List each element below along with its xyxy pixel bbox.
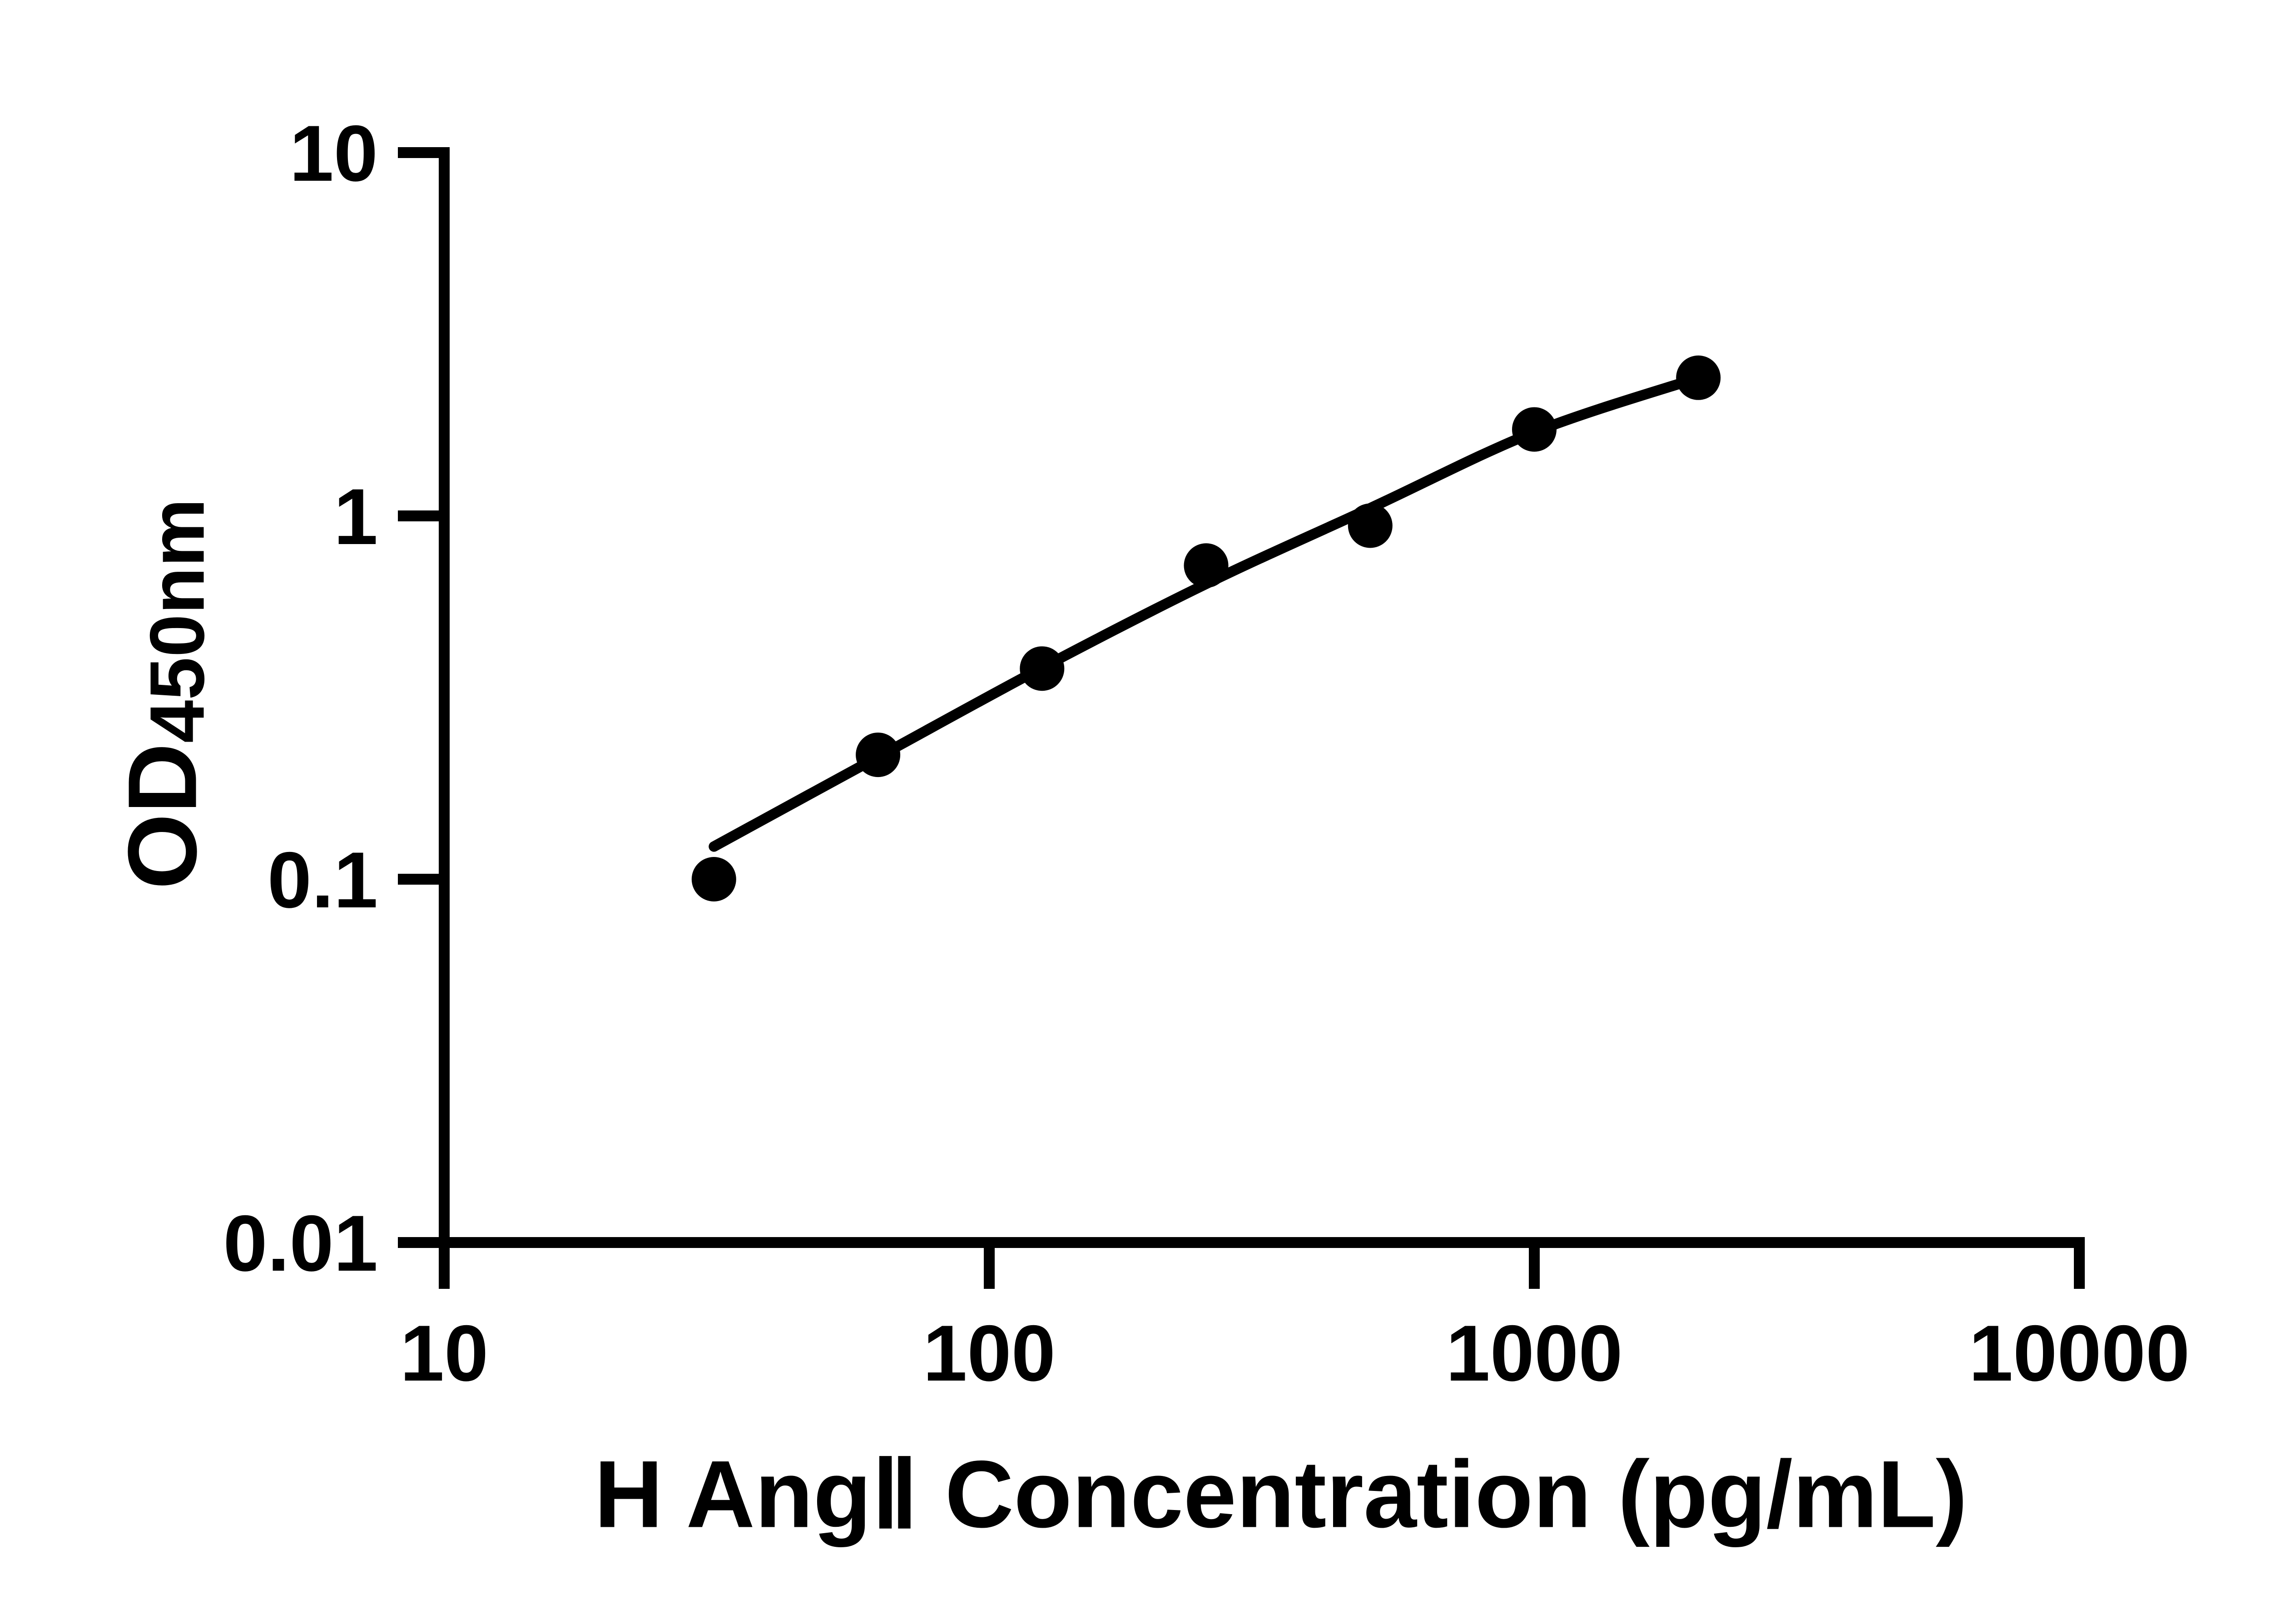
x-tick-label: 10000 bbox=[1969, 1309, 2190, 1398]
data-point bbox=[691, 857, 736, 901]
x-tick-label: 100 bbox=[923, 1309, 1056, 1398]
fit-curve bbox=[709, 372, 1704, 852]
y-axis-title-subscript: 450nm bbox=[134, 498, 221, 743]
x-tick-label: 1000 bbox=[1446, 1309, 1622, 1398]
data-point bbox=[1348, 503, 1393, 548]
x-axis-title: H AngⅡ Concentration (pg/mL) bbox=[594, 1441, 1968, 1548]
y-axis-title: OD450nm bbox=[108, 498, 221, 889]
y-tick-label: 0.01 bbox=[223, 1199, 378, 1288]
y-axis-title-main: OD bbox=[107, 743, 217, 890]
x-tick-label: 10 bbox=[400, 1309, 489, 1398]
y-tick-label: 10 bbox=[289, 109, 378, 198]
data-point bbox=[1512, 407, 1557, 452]
y-tick-label: 0.1 bbox=[268, 836, 378, 925]
y-tick-label: 1 bbox=[334, 473, 378, 561]
data-point bbox=[856, 733, 901, 777]
data-point bbox=[1184, 543, 1229, 588]
data-point bbox=[1020, 646, 1065, 691]
data-point bbox=[1676, 355, 1721, 400]
